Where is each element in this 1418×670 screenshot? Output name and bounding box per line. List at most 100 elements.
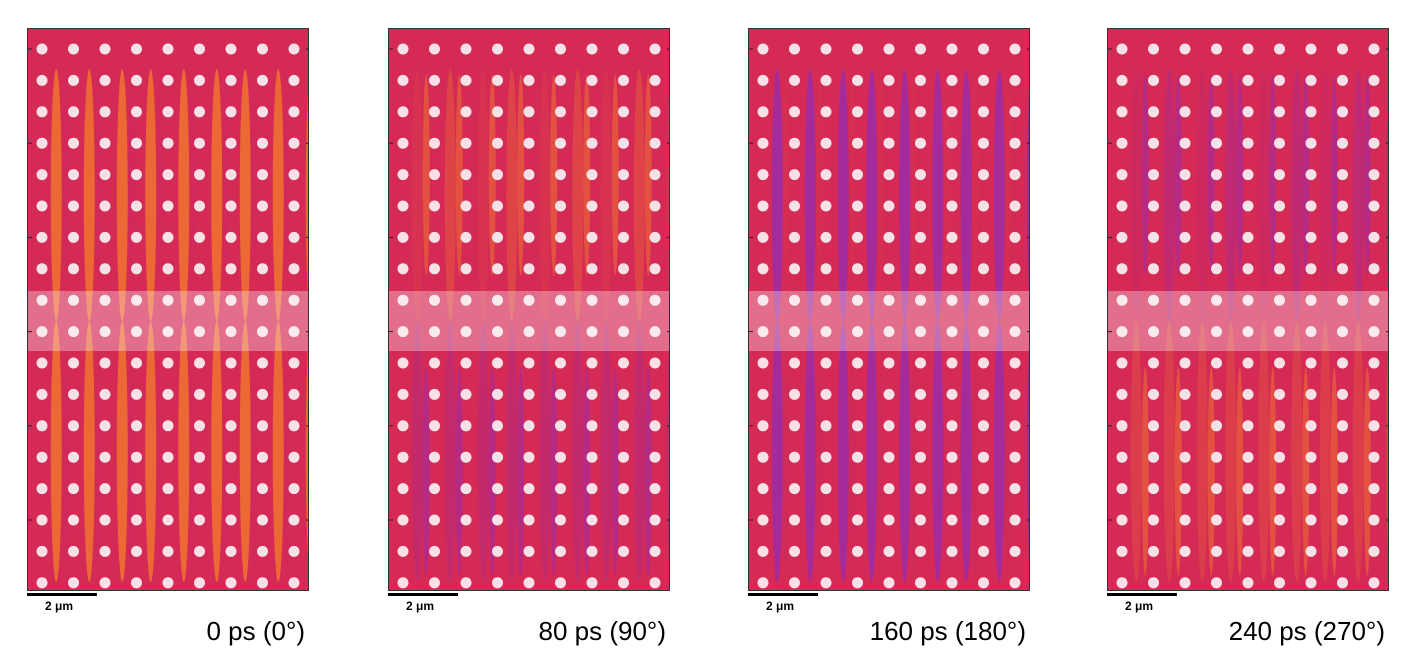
- antidot-hole: [789, 514, 800, 526]
- antidot-hole: [915, 74, 926, 86]
- antidot-hole: [162, 357, 174, 369]
- spin-wave-stripe: [932, 321, 944, 582]
- antidot-hole: [1211, 514, 1222, 526]
- antidot-hole: [1009, 74, 1021, 86]
- antidot-hole: [978, 326, 989, 338]
- antidot-hole: [194, 231, 205, 243]
- antidot-hole: [460, 231, 472, 243]
- antidot-hole: [257, 231, 268, 243]
- antidot-hole: [1368, 294, 1380, 306]
- antidot-hole: [257, 294, 268, 306]
- antidot-hole: [1179, 451, 1191, 463]
- antidot-hole: [1368, 326, 1380, 338]
- spin-wave-stripe: [145, 69, 157, 321]
- antidot-hole: [1337, 326, 1348, 338]
- antidot-hole: [429, 263, 440, 275]
- antidot-hole: [946, 451, 958, 463]
- antidot-hole: [225, 577, 237, 589]
- spin-wave-stripe: [1330, 367, 1338, 576]
- antidot-hole: [1148, 545, 1159, 557]
- antidot-hole: [852, 545, 863, 557]
- antidot-hole: [429, 74, 440, 86]
- antidot-hole: [1009, 388, 1021, 400]
- antidot-hole: [789, 106, 800, 118]
- spin-wave-stripe: [1236, 74, 1244, 276]
- spin-wave-stripe: [1291, 321, 1303, 582]
- antidot-hole: [1368, 74, 1380, 86]
- antidot-hole: [131, 263, 142, 275]
- antidot-hole: [1242, 357, 1254, 369]
- antidot-hole: [946, 577, 958, 589]
- antidot-hole: [946, 294, 958, 306]
- antidot-hole: [194, 43, 205, 55]
- antidot-hole: [757, 451, 769, 463]
- antidot-hole: [68, 577, 79, 589]
- antidot-hole: [225, 514, 237, 526]
- antidot-hole: [99, 577, 111, 589]
- antidot-hole: [649, 263, 661, 275]
- antidot-hole: [257, 483, 268, 495]
- antenna-overlay: [28, 291, 308, 351]
- antidot-hole: [915, 326, 926, 338]
- antidot-hole: [131, 169, 142, 181]
- antidot-hole: [523, 420, 535, 432]
- antidot-hole: [460, 137, 472, 149]
- spin-wave-stripe: [1363, 367, 1371, 576]
- spin-wave-stripe: [1163, 321, 1175, 582]
- spin-wave-stripe: [993, 321, 1005, 582]
- antidot-hole: [820, 451, 832, 463]
- spin-wave-stripe: [116, 69, 128, 321]
- spin-wave-stripe: [899, 321, 911, 582]
- antidot-hole: [883, 514, 895, 526]
- antidot-hole: [194, 106, 205, 118]
- antidot-hole: [194, 357, 205, 369]
- antidot-hole: [523, 263, 535, 275]
- antidot-hole: [820, 74, 832, 86]
- antidot-hole: [586, 263, 598, 275]
- antidot-hole: [1009, 326, 1021, 338]
- antidot-hole: [162, 545, 174, 557]
- antidot-hole: [1242, 106, 1254, 118]
- spin-wave-stripe: [211, 321, 223, 582]
- spin-wave-stripe: [62, 74, 69, 276]
- micrograph-image: [388, 28, 670, 591]
- antidot-hole: [68, 231, 79, 243]
- antidot-hole: [618, 106, 629, 118]
- antidot-hole: [946, 357, 958, 369]
- antidot-hole: [789, 263, 800, 275]
- antidot-hole: [1337, 294, 1348, 306]
- antenna-overlay: [389, 291, 669, 351]
- antidot-hole: [883, 137, 895, 149]
- antidot-hole: [492, 545, 503, 557]
- spin-wave-stripe: [411, 321, 423, 582]
- spin-wave-stripe: [1196, 321, 1208, 582]
- antidot-hole: [257, 326, 268, 338]
- antidot-hole: [1368, 545, 1380, 557]
- antidot-hole: [1116, 74, 1128, 86]
- antidot-hole: [1305, 420, 1317, 432]
- antidot-hole: [194, 451, 205, 463]
- antidot-hole: [99, 326, 111, 338]
- antidot-hole: [225, 388, 237, 400]
- antidot-hole: [555, 388, 566, 400]
- antidot-hole: [757, 231, 769, 243]
- antidot-hole: [1305, 326, 1317, 338]
- antidot-hole: [131, 545, 142, 557]
- antidot-hole: [36, 200, 48, 212]
- spin-wave-stripe: [156, 367, 163, 576]
- spin-wave-stripe: [1225, 69, 1237, 321]
- panel-caption: 0 ps (0°): [206, 616, 305, 646]
- antidot-hole: [1337, 388, 1348, 400]
- antidot-hole: [555, 420, 566, 432]
- antidot-hole: [820, 263, 832, 275]
- antidot-hole: [915, 169, 926, 181]
- antidot-hole: [820, 577, 832, 589]
- antidot-hole: [555, 74, 566, 86]
- spin-wave-stripe: [517, 367, 525, 576]
- antidot-hole: [288, 294, 300, 306]
- antidot-hole: [555, 169, 566, 181]
- antidot-hole: [68, 420, 79, 432]
- spin-wave-stripe: [1026, 346, 1029, 557]
- antidot-hole: [915, 514, 926, 526]
- antidot-hole: [1211, 483, 1222, 495]
